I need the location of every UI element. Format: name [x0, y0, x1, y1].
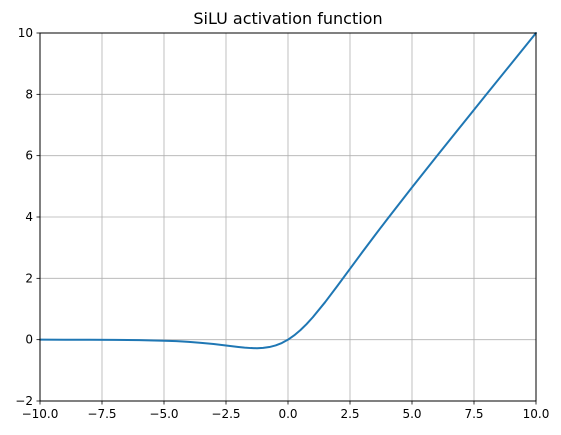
silu-series-line	[39, 32, 537, 350]
y-tick-label: 10	[18, 26, 33, 40]
series-layer	[39, 32, 537, 350]
y-axis: −2 0 2 4 6 8 10	[15, 26, 40, 408]
y-tick-label: 6	[25, 149, 33, 163]
x-tick-label: 7.5	[464, 407, 483, 421]
x-tick-label: 2.5	[340, 407, 359, 421]
y-tick-label: −2	[15, 394, 33, 408]
x-tick-label: −10.0	[22, 407, 59, 421]
x-tick-label: 0.0	[278, 407, 297, 421]
y-tick-label: 4	[25, 210, 33, 224]
x-tick-label: −5.0	[149, 407, 178, 421]
y-tick-label: 8	[25, 87, 33, 101]
x-tick-label: 5.0	[402, 407, 421, 421]
x-tick-label: 10.0	[523, 407, 550, 421]
y-tick-label: 2	[25, 271, 33, 285]
chart-title: SiLU activation function	[193, 9, 382, 28]
y-tick-label: 0	[25, 333, 33, 347]
x-tick-label: −2.5	[211, 407, 240, 421]
x-axis: −10.0 −7.5 −5.0 −2.5 0.0 2.5 5.0 7.5 10.0	[22, 401, 550, 421]
x-tick-label: −7.5	[87, 407, 116, 421]
